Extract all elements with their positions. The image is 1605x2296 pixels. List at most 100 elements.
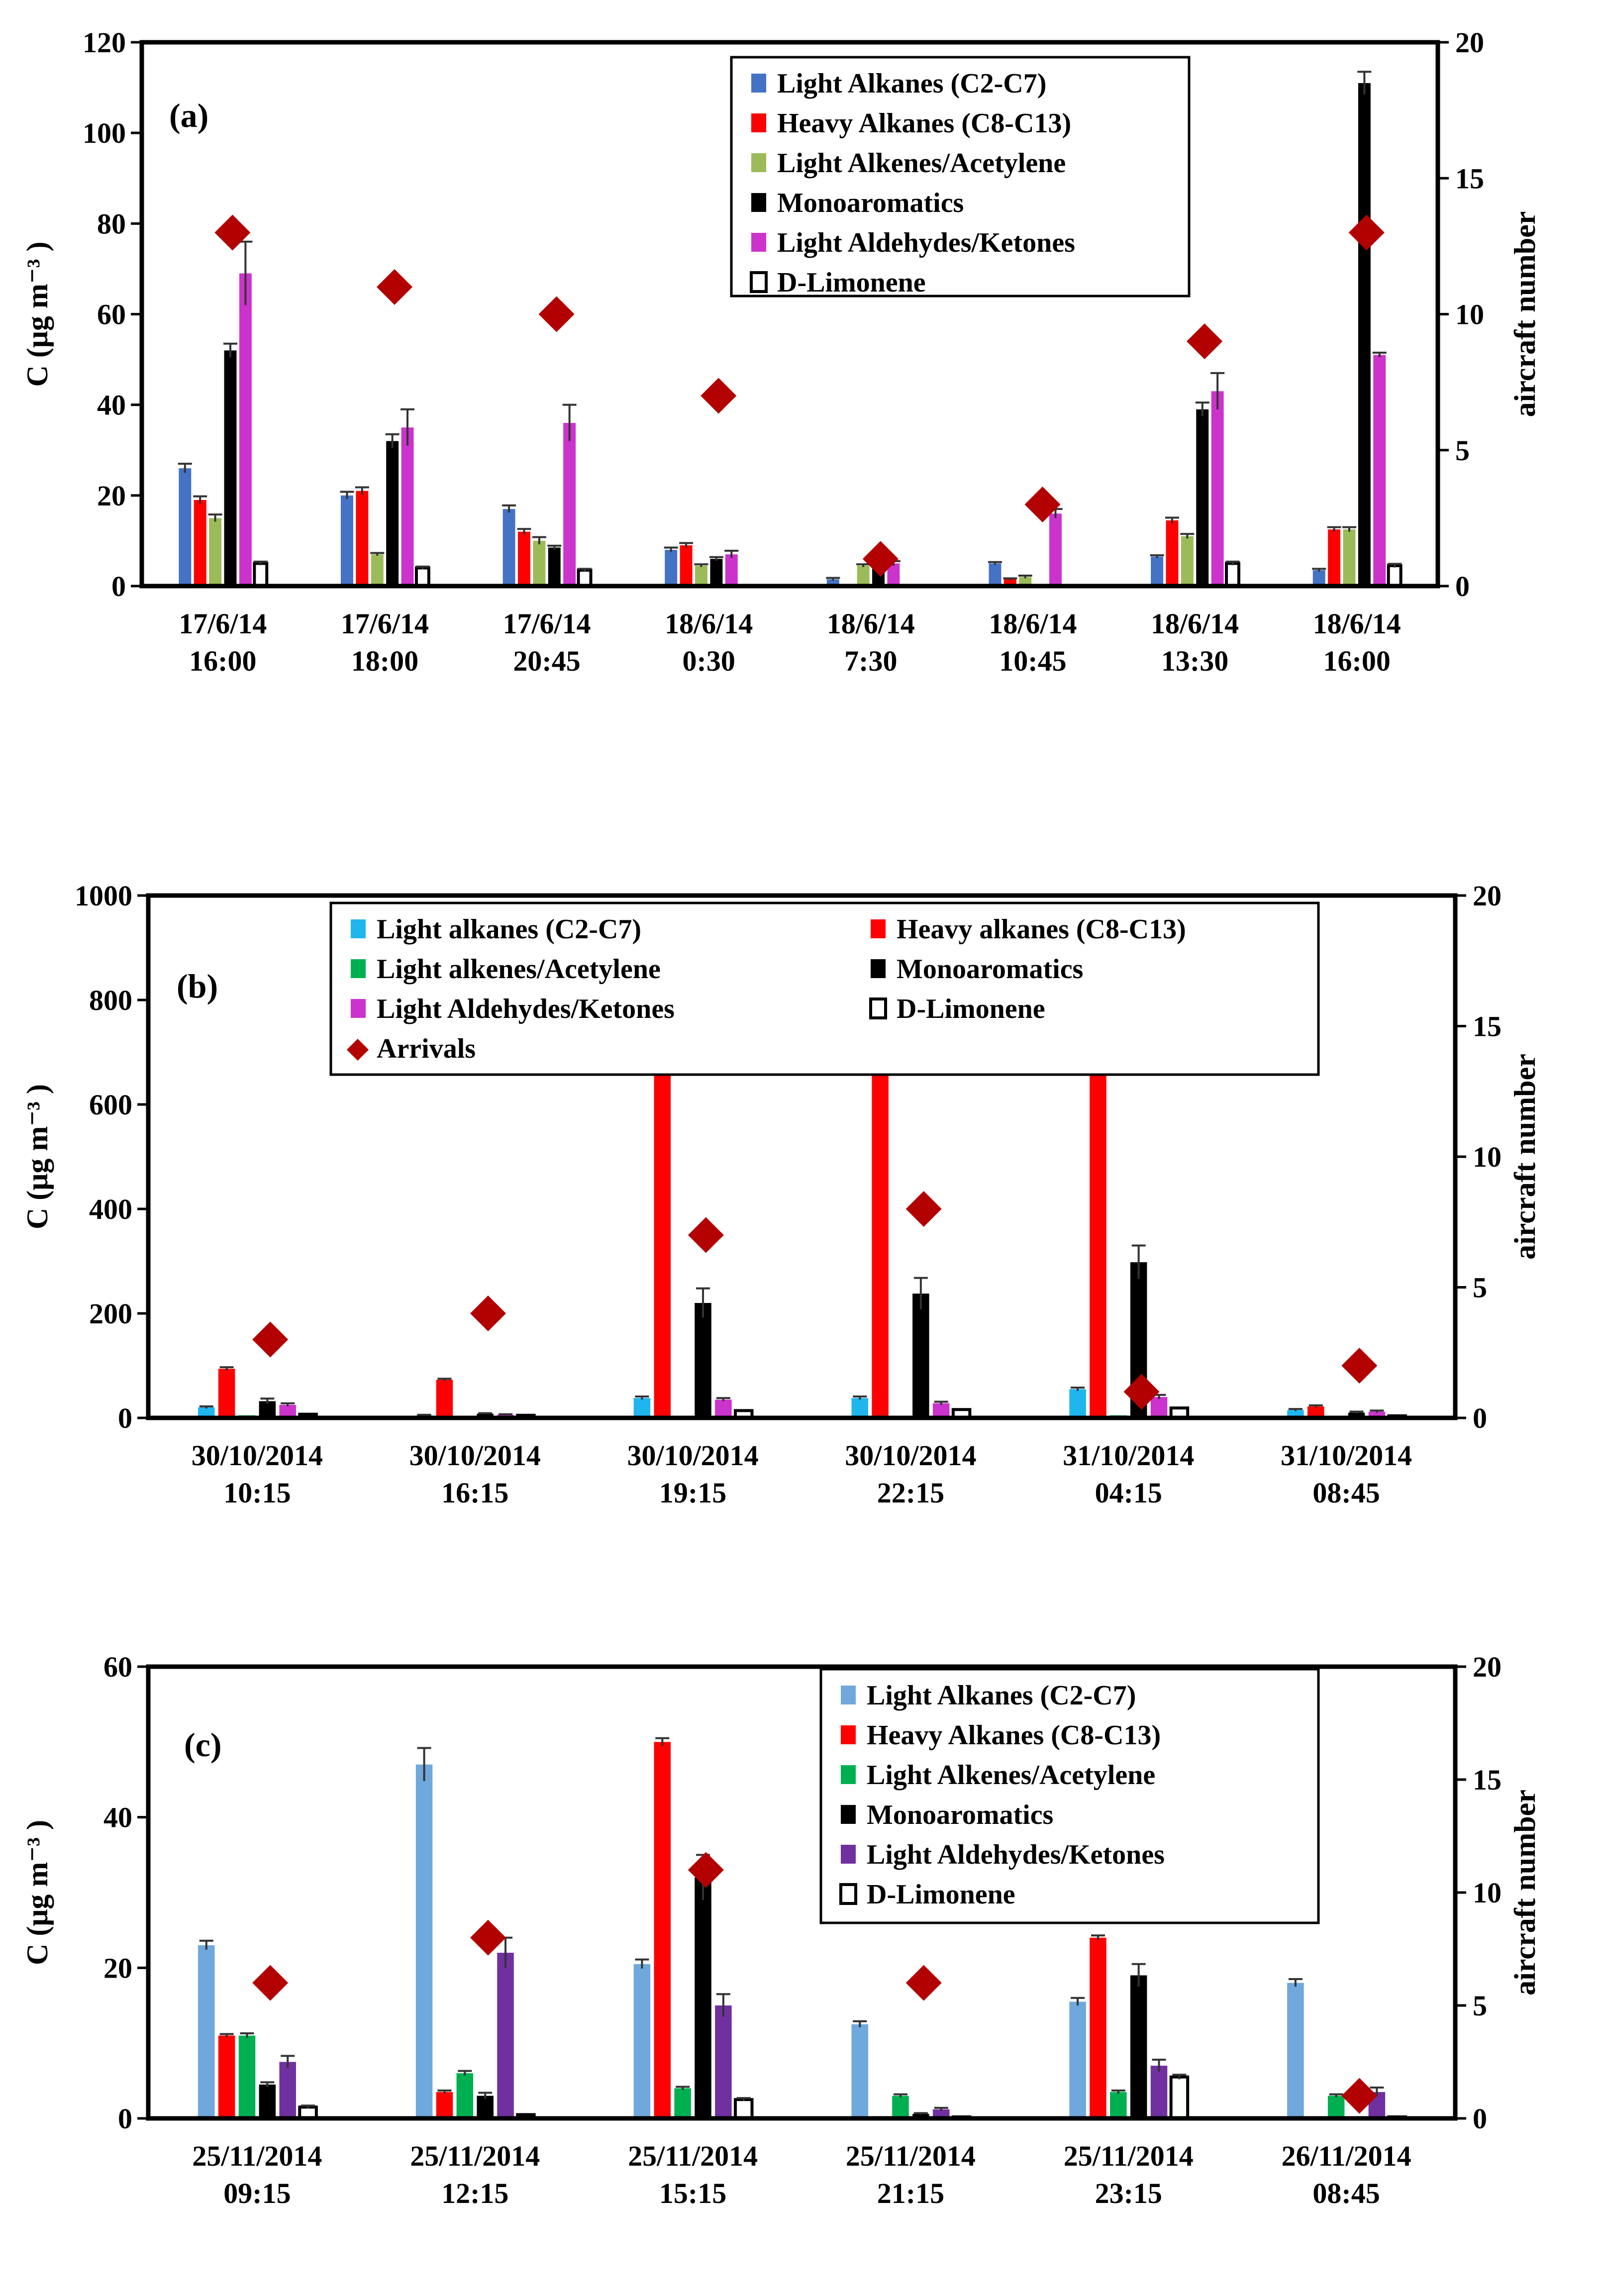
panel-3-bar-d-limonene <box>1169 2075 1190 2120</box>
panel-2-bar-heavy-alkanes-c8-c13 <box>872 1027 889 1418</box>
panel-1-bar-light-aldehydes-ketones <box>401 427 414 586</box>
panel-1-legend-label: Light Alkanes (C2-C7) <box>777 68 1046 99</box>
panel-2-x-tick-label-time: 22:15 <box>877 1477 944 1509</box>
panel-3-bar-monoaromatics <box>477 2096 494 2118</box>
panel-3-bar-heavy-alkanes-c8-c13 <box>436 2092 453 2118</box>
panel-3-bar-light-alkenes-acetylene <box>892 2096 909 2118</box>
panel-1-bar-light-aldehydes-ketones <box>1373 355 1386 586</box>
panel-1-legend-label: Monoaromatics <box>777 188 964 218</box>
panel-1-legend-swatch <box>751 113 766 132</box>
panel-1-legend-label: Heavy Alkanes (C8-C13) <box>777 108 1071 139</box>
panel-2-arrival-marker <box>1123 1374 1160 1410</box>
panel-1: 0 20 40 60 80 100 120 0 5 10 15 20 C (μg m⁻³ ) aircra… <box>21 26 1541 677</box>
panel-1-bar-heavy-alkanes-c8-c13 <box>518 531 530 586</box>
panel-1-bar-heavy-alkanes-c8-c13 <box>194 499 206 586</box>
panel-3-bar-light-alkenes-acetylene <box>1327 2096 1345 2118</box>
panel-3-bar-monoaromatics <box>912 2113 929 2118</box>
panel-1-bar-light-aldehydes-ketones <box>1049 513 1062 586</box>
panel-2-legend-swatch <box>351 959 366 978</box>
panel-3-x-tick-label-time: 15:15 <box>659 2177 726 2209</box>
panel-1-bar-heavy-alkanes-c8-c13 <box>680 545 693 586</box>
panel-3-y2-tick-label: 0 <box>1473 2102 1487 2135</box>
panel-3-bar-light-alkanes-c2-c7 <box>1287 1983 1304 2118</box>
panel-1-legend-box <box>730 56 1191 298</box>
panel-1-legend: Light Alkanes (C2-C7) Heavy Alkanes (C8-C… <box>730 56 1191 298</box>
panel-3-bar-light-alkenes-acetylene <box>1110 2092 1127 2118</box>
panel-2-x-tick-label: 30/10/2014 <box>845 1439 976 1472</box>
panel-2-x-tick-label: 30/10/2014 <box>409 1439 541 1472</box>
panel-1-bar-monoaromatics <box>548 547 561 586</box>
panel-3-y-tick-label: 20 <box>103 1952 132 1984</box>
panel-2-y-tick-label: 0 <box>118 1402 132 1434</box>
panel-1-bar-light-aldehydes-ketones <box>239 273 252 586</box>
panel-3-x-tick-label: 25/11/2014 <box>192 2140 322 2172</box>
panel-1-y2-tick-label: 15 <box>1455 162 1484 195</box>
panel-1-bar-d-limonene <box>577 569 593 588</box>
panel-1-arrival-marker <box>862 541 899 577</box>
panel-3-arrival-marker <box>252 1965 289 2001</box>
panel-1-x-tick-label-time: 18:00 <box>351 645 418 677</box>
panel-1-bar-heavy-alkanes-c8-c13 <box>1328 529 1341 586</box>
panel-3-legend-swatch <box>841 1845 856 1864</box>
panel-3-y2-tick-label: 5 <box>1473 1990 1487 2022</box>
panel-3-y-tick-label: 60 <box>103 1651 132 1683</box>
panel-2: 0 200 400 600 800 1000 0 5 10 15 20 C (μg m⁻³ ) airc… <box>21 880 1541 1509</box>
panel-1-bar-light-aldehydes-ketones <box>563 423 576 586</box>
panel-2-arrival-marker <box>1341 1348 1378 1384</box>
panel-1-bar-d-limonene <box>253 562 269 588</box>
panel-2-x-tick-label: 31/10/2014 <box>1063 1439 1194 1472</box>
panel-1-bar-light-alkanes-c2-c7 <box>340 495 353 586</box>
panel-2-legend-swatch <box>871 959 886 978</box>
panel-2-bar-monoaromatics <box>695 1303 711 1418</box>
panel-1-x-tick-label: 18/6/14 <box>827 607 915 640</box>
panel-1-bar-light-alkenes-acetylene <box>1181 536 1194 586</box>
panel-2-legend-label: Arrivals <box>377 1033 476 1064</box>
panel-3-bar-heavy-alkanes-c8-c13 <box>654 1742 671 2118</box>
panel-3-legend-label: Heavy Alkanes (C8-C13) <box>867 1720 1161 1751</box>
panel-3-bar-light-alkanes-c2-c7 <box>1069 2001 1086 2118</box>
panel-2-bar-light-alkanes-c2-c7 <box>1069 1389 1086 1418</box>
panel-1-y2-tick-label: 10 <box>1455 299 1484 331</box>
panel-1-arrival-marker <box>1024 487 1061 523</box>
panel-1-y-tick-label: 60 <box>97 299 126 331</box>
panel-1-y2-tick-label: 0 <box>1455 570 1470 602</box>
panel-1-y-tick-label: 20 <box>97 480 126 512</box>
panel-2-y2-tick-label: 5 <box>1473 1272 1487 1304</box>
panel-1-y-axis-label: C (μg m⁻³ ) <box>21 242 54 387</box>
panel-3-bar-monoaromatics <box>259 2084 276 2118</box>
panel-1-y-tick-label: 100 <box>83 117 126 149</box>
panel-1-legend-label: Light Alkenes/Acetylene <box>777 148 1066 179</box>
panel-2-x-tick-label-time: 16:15 <box>441 1477 508 1509</box>
panel-2-legend-box <box>329 901 1320 1076</box>
panel-2-bar-light-alkanes-c2-c7 <box>851 1398 869 1418</box>
panel-3-legend: Light Alkanes (C2-C7) Heavy Alkanes (C8-C… <box>819 1668 1320 1924</box>
panel-1-bar-monoaromatics <box>1196 409 1209 586</box>
panel-2-legend-label: D-Limonene <box>897 994 1045 1024</box>
panel-2-legend-swatch <box>347 1039 369 1061</box>
panel-3-bar-light-aldehydes-ketones <box>497 1953 514 2118</box>
panel-3: 0 20 40 60 0 5 10 15 20 C (μg m⁻³ ) aircraft numbe… <box>21 1651 1541 2209</box>
panel-3-bar-heavy-alkanes-c8-c13 <box>1090 1937 1106 2118</box>
panel-1-bar-light-aldehydes-ketones <box>725 554 738 586</box>
panel-3-x-tick-label: 25/11/2014 <box>846 2140 976 2172</box>
panel-1-x-tick-label-time: 16:00 <box>189 645 256 677</box>
panel-1-x-tick-label: 17/6/14 <box>502 607 591 640</box>
panel-2-y2-axis-label: aircraft number <box>1508 1054 1541 1260</box>
panel-1-x-tick-label-time: 7:30 <box>844 645 897 677</box>
panel-2-legend-swatch <box>869 998 887 1019</box>
panel-2-legend-swatch <box>351 919 366 938</box>
panel-2-legend-label: Light alkanes (C2-C7) <box>377 914 641 945</box>
panel-3-legend-label: Light Alkanes (C2-C7) <box>867 1680 1136 1711</box>
panel-1-bar-monoaromatics <box>710 559 723 586</box>
panel-2-y2-tick-label: 10 <box>1473 1141 1502 1173</box>
panel-1-bar-light-alkenes-acetylene <box>695 566 707 586</box>
panel-3-x-tick-label: 26/11/2014 <box>1282 2140 1411 2172</box>
panel-2-bar-heavy-alkanes-c8-c13 <box>654 1057 671 1418</box>
panel-2-y2-tick-label: 20 <box>1473 880 1502 912</box>
panel-2-y-tick-label: 600 <box>89 1089 132 1121</box>
panel-1-legend-swatch <box>751 193 766 212</box>
panel-3-legend-swatch <box>839 1883 857 1905</box>
panel-3-bar-light-alkanes-c2-c7 <box>198 1945 215 2118</box>
panel-1-bar-light-alkenes-acetylene <box>857 566 870 586</box>
